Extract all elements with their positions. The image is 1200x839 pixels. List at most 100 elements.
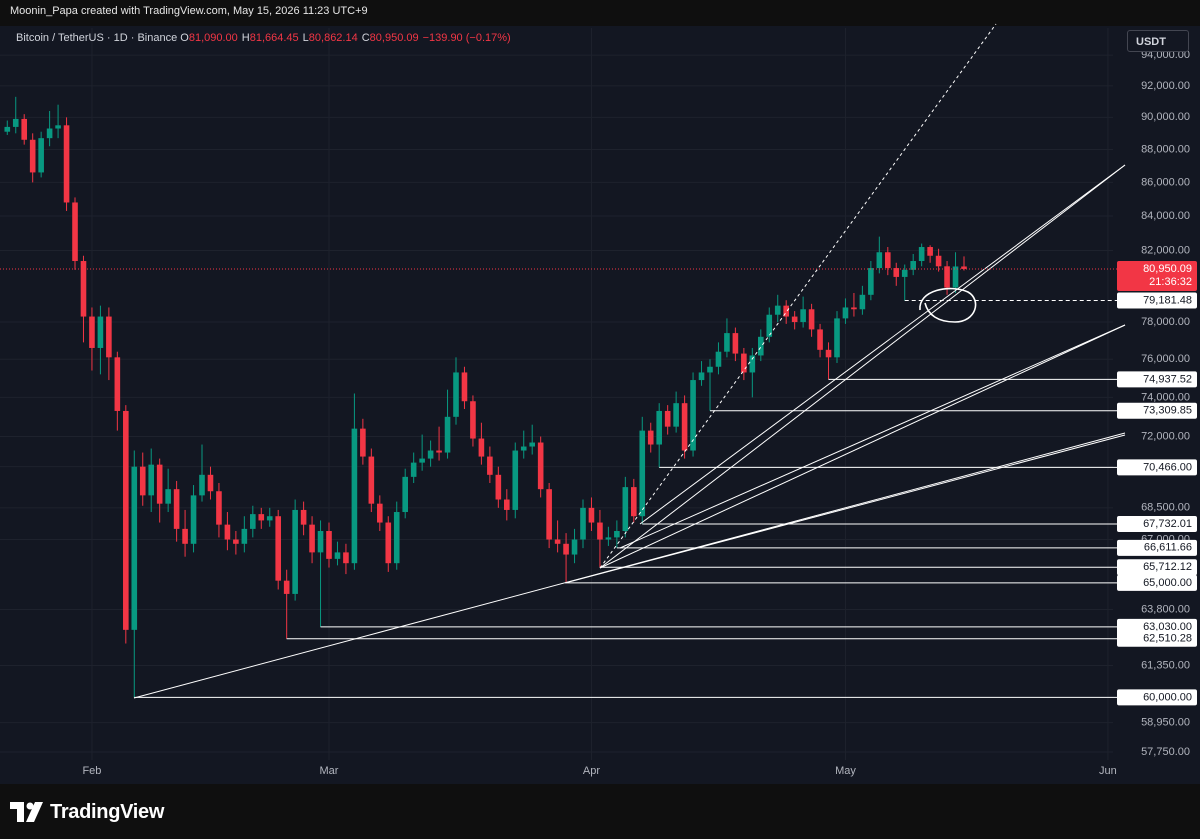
- x-tick-label: Apr: [583, 765, 600, 777]
- logo-mark: [10, 802, 43, 822]
- candle-body: [605, 537, 612, 540]
- candle-body: [774, 305, 781, 315]
- level-label: 66,611.66: [1144, 542, 1192, 554]
- candle-body: [757, 336, 764, 356]
- last-price-label: 80,950.09: [1143, 263, 1192, 275]
- candles: [4, 96, 967, 698]
- y-tick-label: 78,000.00: [1141, 316, 1190, 328]
- drawings: [133, 23, 1126, 699]
- ohlc-value: 80,950.09: [369, 32, 419, 44]
- candle-body: [241, 528, 248, 544]
- ohlc-value: 81,664.45: [249, 32, 299, 44]
- y-tick-label: 82,000.00: [1141, 244, 1190, 256]
- candle-body: [707, 366, 713, 373]
- candle-body: [233, 539, 239, 544]
- candle-body: [766, 314, 773, 337]
- candle-body: [630, 487, 637, 517]
- level-label-box: [1117, 689, 1197, 706]
- candle-body: [165, 489, 171, 504]
- level-label-box: [1117, 559, 1197, 576]
- candle-body: [478, 438, 485, 457]
- candle-body: [131, 466, 138, 630]
- candle-body: [868, 268, 874, 295]
- currency-button[interactable]: USDT: [1127, 30, 1189, 52]
- ohlc-value: 81,090.00: [188, 32, 238, 44]
- y-tick-label: 72,000.00: [1141, 430, 1190, 442]
- candle-body: [732, 333, 739, 354]
- candle-body: [808, 309, 815, 330]
- candle-body: [783, 305, 789, 317]
- candle-body: [393, 512, 400, 564]
- level-label-box: [1117, 292, 1197, 309]
- candle-body: [275, 516, 282, 581]
- candle-body: [385, 522, 392, 564]
- candle-body: [182, 528, 188, 544]
- candle-body: [148, 464, 155, 496]
- ohlc-key: L: [302, 32, 309, 44]
- candle-body: [97, 316, 104, 348]
- x-tick-label: May: [835, 765, 856, 777]
- candle-body: [317, 531, 324, 553]
- ohlc-value: 80,862.14: [308, 32, 358, 44]
- footer: TradingView: [10, 797, 164, 827]
- level-label: 67,732.01: [1143, 518, 1192, 530]
- candle-body: [453, 372, 459, 417]
- level-label-box: [1117, 539, 1197, 556]
- candle-body: [741, 353, 747, 373]
- candle-body: [326, 531, 332, 559]
- highlight-circle: [919, 287, 977, 323]
- candle-body: [292, 509, 298, 594]
- candle-body: [639, 430, 646, 517]
- candle-body: [12, 118, 19, 127]
- candle-body: [55, 125, 61, 129]
- legend: Bitcoin / TetherUS · 1D · Binance O81,09…: [16, 32, 515, 44]
- candle-body: [29, 139, 36, 173]
- trend-line: [619, 324, 1126, 549]
- candle-body: [597, 522, 603, 540]
- x-tick-label: Feb: [82, 765, 101, 777]
- level-label: 79,181.48: [1143, 294, 1192, 306]
- candle-body: [470, 401, 476, 439]
- candle-body: [673, 403, 679, 427]
- candle-body: [377, 503, 383, 523]
- candle-body: [123, 410, 129, 630]
- candle-body: [360, 428, 366, 457]
- candle-body: [580, 507, 586, 540]
- candle-body: [681, 403, 688, 451]
- candle-body: [139, 466, 146, 496]
- candle-body: [664, 410, 671, 427]
- candle-body: [656, 410, 662, 445]
- y-tick-label: 92,000.00: [1141, 80, 1190, 92]
- y-tick-label: 86,000.00: [1141, 176, 1190, 188]
- overlay: 79,181.48 74,937.52 73,309.85 70,466.00 67,7…: [0, 260, 1197, 706]
- level-label: 65,712.12: [1143, 561, 1192, 573]
- candle-body: [266, 516, 273, 521]
- candle-body: [614, 531, 620, 538]
- candle-body: [859, 294, 866, 310]
- candle-body: [563, 543, 569, 555]
- candle-body: [944, 266, 950, 288]
- level-label: 74,937.52: [1143, 373, 1192, 385]
- candle-body: [935, 255, 942, 267]
- candle-body: [46, 128, 53, 139]
- level-label: 60,000.00: [1143, 691, 1192, 703]
- candle-body: [419, 458, 425, 463]
- candle-body: [537, 442, 544, 490]
- candle-body: [918, 247, 925, 262]
- candle-body: [834, 318, 840, 358]
- candle-body: [156, 464, 163, 504]
- candle-body: [368, 456, 375, 504]
- candle-body: [190, 495, 197, 544]
- candle-body: [495, 474, 502, 500]
- candle-body: [216, 491, 222, 525]
- candle-body: [504, 499, 510, 510]
- candle-body: [927, 247, 933, 256]
- level-label: 62,510.28: [1143, 633, 1192, 645]
- candle-body: [901, 269, 908, 277]
- candle-body: [199, 474, 205, 496]
- candle-body: [529, 442, 536, 447]
- candle-body: [876, 252, 883, 269]
- y-tick-label: 88,000.00: [1141, 143, 1190, 155]
- candle-body: [512, 450, 519, 510]
